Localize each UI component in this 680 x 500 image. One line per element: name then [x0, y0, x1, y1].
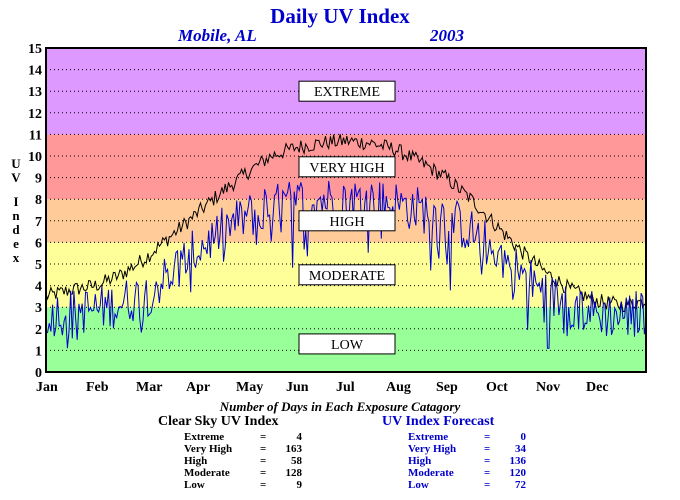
row-value: 163 [285, 443, 303, 455]
row-eq: = [484, 431, 491, 443]
row-eq: = [260, 455, 267, 467]
row-label: Extreme [184, 431, 225, 443]
summary-row: Extreme = 4 [184, 431, 302, 443]
band-label-box [298, 210, 396, 232]
row-eq: = [484, 455, 491, 467]
summary-row: Extreme = 0 [408, 431, 526, 443]
row-label: Very High [184, 443, 233, 455]
series-line-clear-sky [45, 134, 647, 313]
row-label: Extreme [408, 431, 449, 443]
row-eq: = [484, 443, 491, 455]
row-value: 128 [285, 467, 303, 479]
y-tick-label: 8 [35, 193, 42, 208]
x-tick-label: Aug [386, 380, 411, 395]
band-label-box [298, 80, 396, 102]
row-value: 0 [520, 431, 527, 443]
row-label: High [408, 455, 432, 467]
row-value: 120 [509, 467, 527, 479]
summary-row: Very High = 163 [184, 443, 302, 455]
row-eq: = [260, 443, 267, 455]
forecast-summary-title: UV Index Forecast [382, 414, 495, 429]
band-labels: LOW MODERATE HIGH VERY HIGH EXTREME [298, 80, 396, 355]
row-value: 4 [296, 431, 303, 443]
row-value: 9 [296, 479, 303, 491]
y-tick-label: 7 [35, 215, 42, 230]
row-eq: = [260, 431, 267, 443]
row-value: 72 [515, 479, 526, 491]
summary-row: Low = 72 [408, 479, 526, 491]
row-value: 58 [291, 455, 302, 467]
row-eq: = [484, 467, 491, 479]
summary-row: Low = 9 [184, 479, 302, 491]
y-tick-label: 13 [28, 85, 42, 100]
plot-frame [45, 47, 647, 373]
y-tick-label: 6 [35, 236, 42, 251]
x-tick-label: Apr [186, 380, 210, 395]
summary-row: Very High = 34 [408, 443, 526, 455]
row-eq: = [484, 479, 491, 491]
x-tick-label: Jan [36, 380, 58, 395]
x-tick-label: Oct [486, 380, 508, 395]
clear-sky-summary: Clear Sky UV Index Extreme = 4 Very High = 1… [158, 414, 302, 491]
subtitle-location: Mobile, AL [177, 26, 257, 45]
y-tick-label: 9 [35, 172, 42, 187]
x-tick-label: Nov [536, 380, 560, 395]
summary-row: High = 136 [408, 455, 526, 467]
row-label: High [184, 455, 208, 467]
y-tick-label: 3 [35, 301, 42, 316]
x-tick-label: Feb [86, 380, 109, 395]
band-label: LOW [331, 338, 364, 353]
y-tick-label: 12 [28, 107, 42, 122]
series-line-forecast [45, 180, 647, 349]
row-label: Low [408, 479, 429, 491]
y-tick-label: 4 [35, 280, 42, 295]
y-tick-label: 1 [35, 344, 42, 359]
band-label: EXTREME [314, 85, 380, 100]
y-tick-label: 2 [35, 323, 42, 338]
summary-row: Moderate = 128 [184, 467, 302, 479]
row-eq: = [260, 479, 267, 491]
chart-title: Daily UV Index [270, 4, 410, 28]
y-tick-label: 14 [28, 64, 42, 79]
band-label-box [298, 264, 396, 286]
x-tick-label: May [236, 380, 263, 395]
band-label-box [298, 333, 396, 355]
x-tick-label: Sep [436, 380, 458, 395]
band-label-box [298, 156, 396, 178]
row-eq: = [260, 467, 267, 479]
summary-row: Moderate = 120 [408, 467, 526, 479]
band-label: HIGH [330, 215, 365, 230]
x-tick-label: Dec [586, 380, 609, 395]
x-tick-label: Mar [136, 380, 162, 395]
summary-row: High = 58 [184, 455, 302, 467]
row-value: 34 [515, 443, 526, 455]
clear-sky-summary-title: Clear Sky UV Index [158, 414, 279, 429]
x-tick-label: Jul [336, 380, 355, 395]
row-label: Moderate [184, 467, 230, 479]
y-tick-label: 0 [35, 366, 42, 381]
series-lines [45, 134, 647, 349]
forecast-summary: UV Index Forecast Extreme = 0 Very High = 34… [382, 414, 526, 491]
y-tick-label: 5 [35, 258, 42, 273]
y-tick-label: 10 [28, 150, 42, 165]
row-label: Moderate [408, 467, 454, 479]
x-tick-labels: Jan Feb Mar Apr May Jun Jul Aug Sep Oct Nov Dec [36, 380, 609, 395]
days-caption: Number of Days in Each Exposure Catagory [219, 399, 461, 414]
row-value: 136 [509, 455, 527, 467]
row-label: Low [184, 479, 205, 491]
subtitle-year: 2003 [429, 26, 465, 45]
row-label: Very High [408, 443, 457, 455]
band-label: VERY HIGH [309, 161, 384, 176]
x-tick-label: Jun [286, 380, 309, 395]
band-label: MODERATE [309, 269, 385, 284]
y-tick-label: 15 [28, 42, 42, 57]
y-tick-label: 11 [29, 128, 42, 143]
